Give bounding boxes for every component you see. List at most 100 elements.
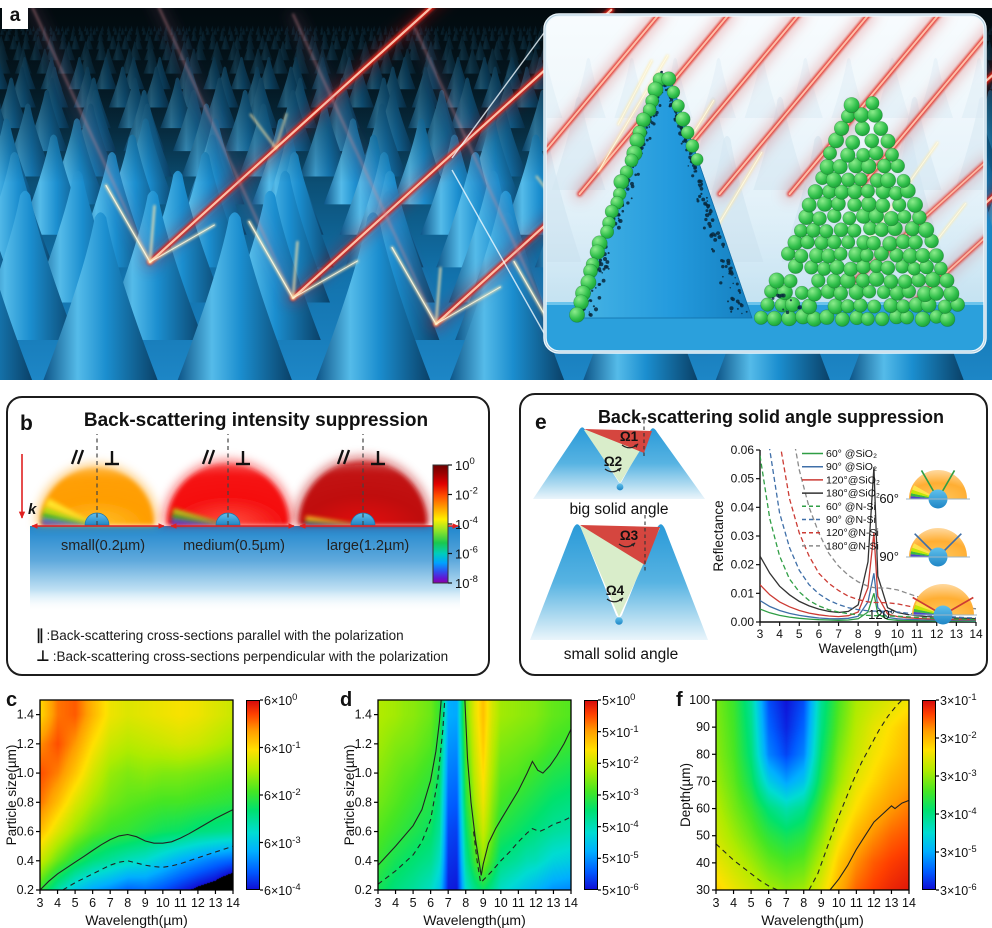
y-tick-label: 0.8 xyxy=(17,795,34,809)
scene-a-root xyxy=(0,8,992,380)
gauge-label-90: 90° xyxy=(879,549,899,564)
panel-b-scene xyxy=(18,434,460,612)
y-tick-label: 1.4 xyxy=(355,708,372,722)
series-line xyxy=(794,449,977,610)
colorbar-b-tick: 100 xyxy=(455,456,475,473)
legend-entry: 180°@SiO₂ xyxy=(826,488,880,500)
x-tick-label: 12 xyxy=(529,896,543,910)
x-tick-label: 14 xyxy=(564,896,578,910)
perpendicular-symbol-icon xyxy=(105,451,119,466)
x-tick-label: 7 xyxy=(783,896,790,910)
rainbow-fan xyxy=(45,498,97,525)
heatmap-c-axes: 3 4 5 6 7 8 9 10 11 12 13 14 0.2 0.4 0.6 0.8 1.0 1.2 1.4 xyxy=(17,699,263,910)
x-tick-label: 12 xyxy=(867,896,881,910)
x-tick-label: 9 xyxy=(818,896,825,910)
contour-line xyxy=(808,699,903,891)
colorbar-tick-label: 3×10-5 xyxy=(940,844,977,861)
y-tick-label: 80 xyxy=(696,747,710,761)
cone-cross-section xyxy=(530,524,708,640)
y-tick-label: 0.6 xyxy=(17,825,34,839)
panel-e-diagrams xyxy=(530,420,708,640)
contour-line xyxy=(464,699,572,876)
rainbow-fan xyxy=(42,512,97,525)
colorbar-tick-label: 5×100 xyxy=(602,692,636,709)
legend-entry: 90° @N-Si xyxy=(826,514,876,526)
contour-line xyxy=(377,699,446,885)
y-tick-label: 90 xyxy=(696,720,710,734)
colorbar-tick-label: 3×10-1 xyxy=(940,692,977,709)
x-tick-label: 6 xyxy=(89,896,96,910)
colorbar-tick-label: 3×10-3 xyxy=(940,768,977,785)
x-tick-label: 5 xyxy=(748,896,755,910)
x-tick-label: 12 xyxy=(930,627,944,641)
particle-bump xyxy=(350,512,376,526)
x-tick-label: 11 xyxy=(850,896,863,910)
reflectance-chart: 3 4 5 6 7 8 9 10 11 12 13 14 0.00 0.01 0.02 0.03 0.04 0.0… xyxy=(711,443,983,656)
x-tick-label: 6 xyxy=(816,627,823,641)
panel-c: c Particle size(µm) 3 4 5 6 7 8 9 10 11 12 13 14 0.2… xyxy=(0,685,332,928)
solid-angle-suppression-diagram: 3 4 5 6 7 8 9 10 11 12 13 14 0.00 0.01 0.02 0.03 0.04 0.0… xyxy=(530,407,983,663)
back-scattering-intensity-diagram: b Back-scattering intensity suppression … xyxy=(18,410,478,665)
y-tick-label: 0.04 xyxy=(731,500,755,514)
y-tick-label: 70 xyxy=(696,774,710,788)
heatmap-f xyxy=(716,700,909,890)
contour-line xyxy=(39,809,234,891)
contour-line xyxy=(62,845,234,891)
panel-c-label: c xyxy=(6,689,18,711)
contour-line xyxy=(473,816,572,884)
gauge-label-120: 120° xyxy=(868,607,895,622)
legend-entry: 120°@N-Si xyxy=(826,527,879,539)
x-tick-label: 14 xyxy=(902,896,916,910)
x-tick-label: 4 xyxy=(392,896,399,910)
x-tick-label: 14 xyxy=(969,627,983,641)
scatter-spark xyxy=(104,184,216,264)
colorbar-tick-label: 5×10-3 xyxy=(602,787,639,804)
x-tick-label: 10 xyxy=(156,896,170,910)
x-tick-label: 6 xyxy=(765,896,772,910)
cone-array-illustration xyxy=(0,8,992,380)
panel-b: b Back-scattering intensity suppression … xyxy=(6,396,490,676)
y-tick-label: 0.01 xyxy=(731,586,755,600)
x-tick-label: 7 xyxy=(835,627,842,641)
x-tick-label: 7 xyxy=(445,896,452,910)
y-tick-label: 0.4 xyxy=(355,854,372,868)
panel-f-xlabel: Wavelength(µm) xyxy=(761,912,864,928)
y-tick-label: 0.03 xyxy=(731,529,755,543)
x-tick-label: 3 xyxy=(37,896,44,910)
x-tick-label: 8 xyxy=(462,896,469,910)
colorbar-tick-label: 3×10-4 xyxy=(940,806,977,823)
scattering-lobe xyxy=(162,434,294,526)
y-tick-label: 50 xyxy=(696,829,710,843)
omega-arc-arrow xyxy=(618,542,636,548)
scattering-lobe xyxy=(293,434,433,526)
rainbow-fan xyxy=(41,516,97,525)
panel-d-label: d xyxy=(340,689,353,711)
k-vector-label: k xyxy=(28,501,37,518)
scattering-lobe xyxy=(35,434,159,526)
particle-bump xyxy=(215,512,241,526)
emitter-dot xyxy=(615,617,623,625)
y-tick-label: 30 xyxy=(696,883,710,897)
y-tick-label: 0.2 xyxy=(17,883,34,897)
x-tick-label: 11 xyxy=(911,627,924,641)
y-tick-label: 0.00 xyxy=(731,615,755,629)
panel-e-title: Back-scattering solid angle suppression xyxy=(598,407,944,427)
omega-arc-arrow xyxy=(621,443,639,449)
x-tick-label: 3 xyxy=(713,896,720,910)
particle-covered-cone xyxy=(753,96,965,328)
inset-zoom-view xyxy=(545,15,985,352)
y-tick-label: 0.4 xyxy=(17,854,34,868)
x-tick-label: 8 xyxy=(800,896,807,910)
perpendicular-symbol-icon xyxy=(236,451,250,466)
panel-e-label: e xyxy=(535,411,547,434)
contour-line xyxy=(715,843,778,891)
x-tick-label: 5 xyxy=(410,896,417,910)
y-tick-label: 1.2 xyxy=(355,737,372,751)
colorbar-tick-label: 5×10-6 xyxy=(602,882,639,899)
x-tick-label: 4 xyxy=(54,896,61,910)
panel-a-label: a xyxy=(2,2,28,29)
y-tick-label: 1.0 xyxy=(17,766,34,780)
particle-bump xyxy=(84,512,110,526)
